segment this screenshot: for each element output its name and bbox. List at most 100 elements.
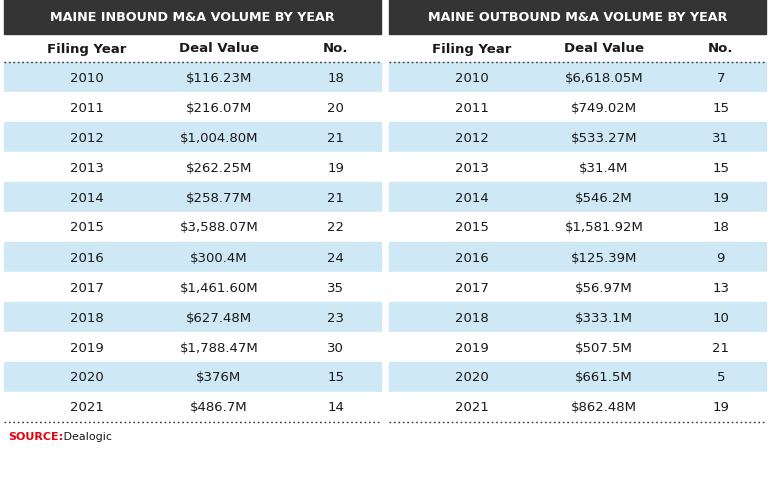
- Bar: [4, 362, 381, 392]
- Text: Deal Value: Deal Value: [564, 42, 644, 55]
- Text: 14: 14: [327, 401, 344, 414]
- Text: $546.2M: $546.2M: [575, 191, 633, 204]
- Text: No.: No.: [708, 42, 734, 55]
- Text: $749.02M: $749.02M: [571, 101, 637, 114]
- Bar: [4, 213, 381, 242]
- Text: 19: 19: [712, 191, 729, 204]
- Text: $300.4M: $300.4M: [190, 251, 248, 264]
- Text: 2013: 2013: [70, 161, 104, 174]
- Text: 13: 13: [712, 281, 729, 294]
- Bar: [4, 0, 381, 35]
- Text: 2017: 2017: [70, 281, 104, 294]
- Text: $1,788.47M: $1,788.47M: [179, 341, 258, 354]
- Text: 2011: 2011: [455, 101, 489, 114]
- Text: 19: 19: [712, 401, 729, 414]
- Text: 21: 21: [712, 341, 729, 354]
- Text: 2016: 2016: [70, 251, 104, 264]
- Text: 24: 24: [327, 251, 344, 264]
- Text: $262.25M: $262.25M: [186, 161, 252, 174]
- Text: $1,461.60M: $1,461.60M: [179, 281, 258, 294]
- Bar: [389, 153, 766, 182]
- Text: 21: 21: [327, 191, 344, 204]
- Text: 2015: 2015: [455, 221, 489, 234]
- Text: SOURCE:: SOURCE:: [8, 431, 63, 441]
- Text: $116.23M: $116.23M: [186, 72, 252, 84]
- Text: $627.48M: $627.48M: [186, 311, 252, 324]
- Text: 19: 19: [327, 161, 344, 174]
- Bar: [4, 332, 381, 362]
- Text: 2016: 2016: [455, 251, 489, 264]
- Text: Filing Year: Filing Year: [47, 42, 126, 55]
- Text: 7: 7: [717, 72, 725, 84]
- Bar: [389, 362, 766, 392]
- Text: 2021: 2021: [70, 401, 104, 414]
- Bar: [389, 332, 766, 362]
- Text: $862.48M: $862.48M: [571, 401, 637, 414]
- Text: $661.5M: $661.5M: [575, 371, 633, 384]
- Text: 2017: 2017: [455, 281, 489, 294]
- Text: $125.39M: $125.39M: [571, 251, 637, 264]
- Text: 15: 15: [712, 161, 729, 174]
- Text: 2015: 2015: [70, 221, 104, 234]
- Text: 2018: 2018: [455, 311, 489, 324]
- Bar: [389, 392, 766, 422]
- Bar: [389, 302, 766, 332]
- Text: 2019: 2019: [70, 341, 104, 354]
- Bar: [389, 273, 766, 302]
- Text: $258.77M: $258.77M: [186, 191, 252, 204]
- Text: 22: 22: [327, 221, 344, 234]
- Bar: [4, 63, 381, 93]
- Text: 30: 30: [327, 341, 344, 354]
- Text: 2010: 2010: [455, 72, 489, 84]
- Text: 18: 18: [712, 221, 729, 234]
- Text: 15: 15: [712, 101, 729, 114]
- Bar: [4, 302, 381, 332]
- Bar: [389, 213, 766, 242]
- Bar: [4, 153, 381, 182]
- Text: $6,618.05M: $6,618.05M: [564, 72, 643, 84]
- Text: Filing Year: Filing Year: [432, 42, 511, 55]
- Text: 2010: 2010: [70, 72, 104, 84]
- Text: $486.7M: $486.7M: [190, 401, 248, 414]
- Bar: [4, 35, 381, 63]
- Text: 2019: 2019: [455, 341, 489, 354]
- Text: 18: 18: [327, 72, 344, 84]
- Text: 2020: 2020: [70, 371, 104, 384]
- Bar: [389, 0, 766, 35]
- Text: 2020: 2020: [455, 371, 489, 384]
- Text: $56.97M: $56.97M: [575, 281, 633, 294]
- Bar: [389, 182, 766, 213]
- Text: 15: 15: [327, 371, 344, 384]
- Bar: [389, 63, 766, 93]
- Text: 2013: 2013: [455, 161, 489, 174]
- Text: 35: 35: [327, 281, 344, 294]
- Bar: [4, 182, 381, 213]
- Text: $31.4M: $31.4M: [579, 161, 628, 174]
- Text: $376M: $376M: [196, 371, 242, 384]
- Text: $507.5M: $507.5M: [575, 341, 633, 354]
- Text: 5: 5: [717, 371, 725, 384]
- Text: 2018: 2018: [70, 311, 104, 324]
- Bar: [4, 392, 381, 422]
- Text: Deal Value: Deal Value: [179, 42, 259, 55]
- Text: 9: 9: [717, 251, 725, 264]
- Text: 20: 20: [327, 101, 344, 114]
- Text: 23: 23: [327, 311, 344, 324]
- Text: 2014: 2014: [455, 191, 489, 204]
- Text: $216.07M: $216.07M: [186, 101, 252, 114]
- Text: MAINE INBOUND M&A VOLUME BY YEAR: MAINE INBOUND M&A VOLUME BY YEAR: [50, 11, 335, 24]
- Text: Dealogic: Dealogic: [60, 431, 112, 441]
- Bar: [389, 93, 766, 123]
- Text: $3,588.07M: $3,588.07M: [179, 221, 258, 234]
- Bar: [389, 35, 766, 63]
- Bar: [389, 242, 766, 273]
- Bar: [389, 123, 766, 153]
- Text: 21: 21: [327, 131, 344, 144]
- Text: 2014: 2014: [70, 191, 104, 204]
- Text: No.: No.: [323, 42, 349, 55]
- Text: $533.27M: $533.27M: [571, 131, 637, 144]
- Text: $1,581.92M: $1,581.92M: [564, 221, 643, 234]
- Text: 2012: 2012: [70, 131, 104, 144]
- Text: 31: 31: [712, 131, 729, 144]
- Bar: [4, 93, 381, 123]
